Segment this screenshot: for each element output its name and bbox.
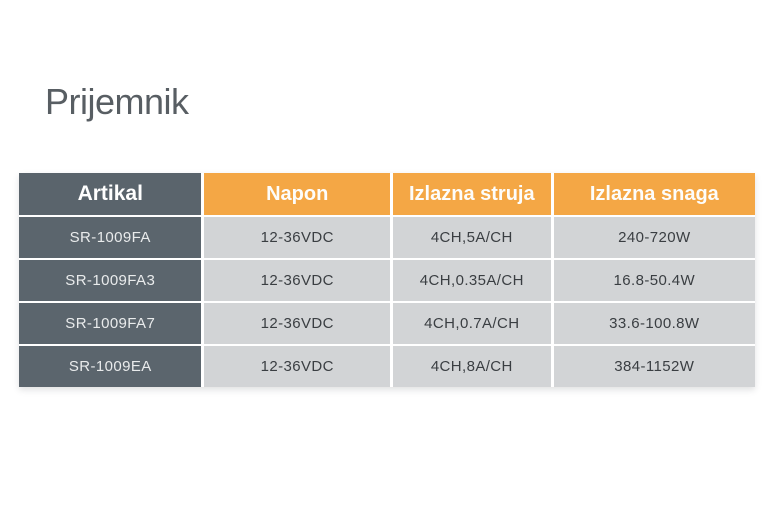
column-header-napon: Napon [204,173,390,215]
row-label-sr-1009fa: SR-1009FA [19,217,202,258]
column-header-artikal: Artikal [19,173,202,215]
product-spec-table: Artikal Napon Izlazna struja Izlazna sna… [19,173,755,387]
column-header-izlazna-struja: Izlazna struja [392,173,551,215]
table-cell-snaga-4: 384-1152W [553,346,755,387]
table-cell-struja-2: 4CH,0.35A/CH [392,260,551,301]
row-label-sr-1009fa3: SR-1009FA3 [19,260,202,301]
row-label-sr-1009fa7: SR-1009FA7 [19,303,202,344]
table-cell-struja-4: 4CH,8A/CH [392,346,551,387]
table-cell-snaga-1: 240-720W [553,217,755,258]
page-title: Prijemnik [45,81,189,122]
table-cell-struja-1: 4CH,5A/CH [392,217,551,258]
table-cell-struja-3: 4CH,0.7A/CH [392,303,551,344]
table-cell-napon-2: 12-36VDC [204,260,390,301]
table-cell-napon-1: 12-36VDC [204,217,390,258]
row-label-sr-1009ea: SR-1009EA [19,346,202,387]
table-cell-napon-4: 12-36VDC [204,346,390,387]
table-cell-napon-3: 12-36VDC [204,303,390,344]
column-header-izlazna-snaga: Izlazna snaga [553,173,755,215]
table-cell-snaga-2: 16.8-50.4W [553,260,755,301]
table-cell-snaga-3: 33.6-100.8W [553,303,755,344]
